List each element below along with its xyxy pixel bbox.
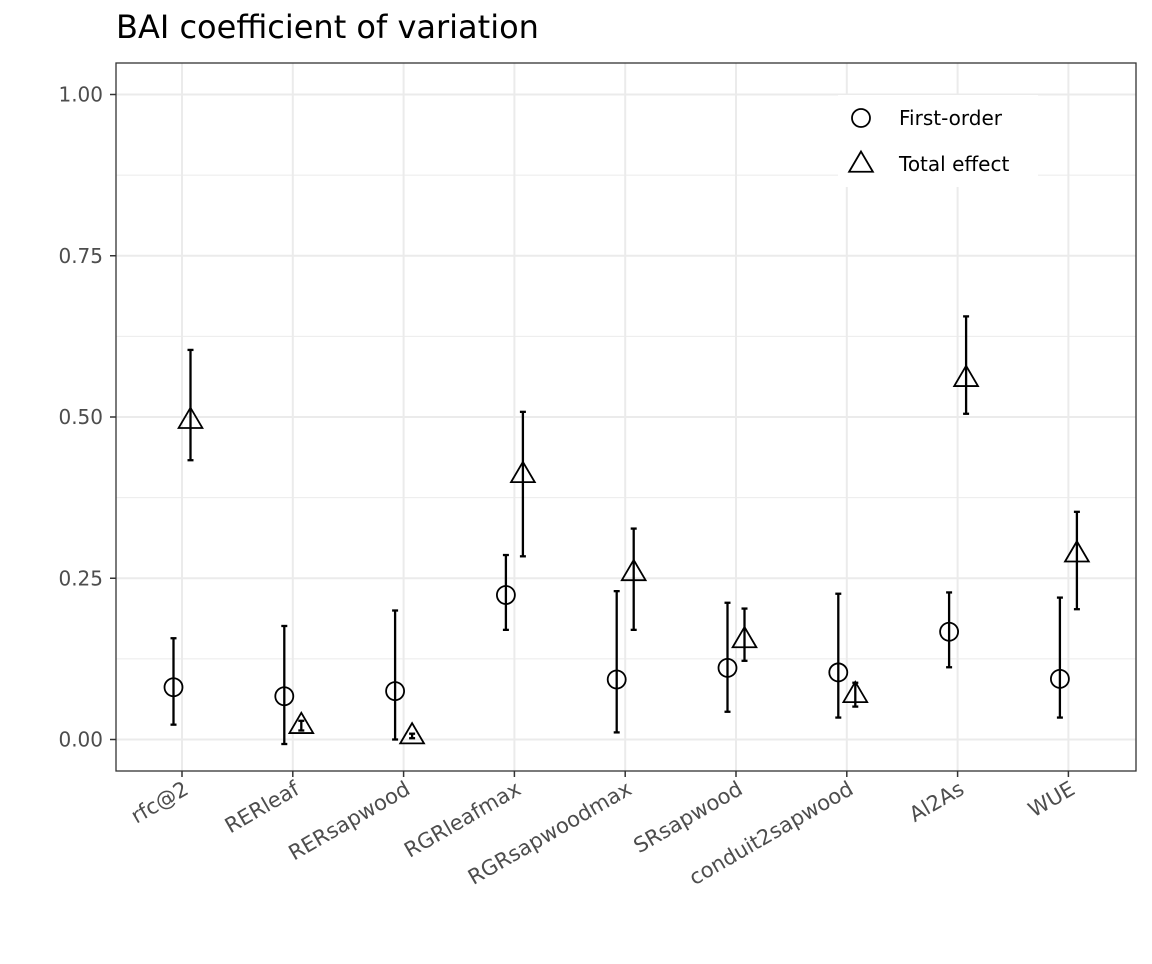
first-order-point [717,658,738,678]
legend: First-order Total effect [838,95,1038,187]
y-tick-label: 0.50 [58,405,103,429]
first-order-point [828,662,849,683]
chart-title: BAI coefficient of variation [116,8,539,46]
total-effect-errorbar [298,719,305,732]
first-order-point [1050,668,1070,689]
first-order-errorbar [724,601,731,713]
total-effect-point [177,405,204,429]
y-tick-label: 0.00 [58,728,103,752]
y-tick-label: 0.25 [58,566,103,590]
first-order-errorbar [1056,596,1063,719]
total-effect-errorbar [630,527,637,631]
first-order-errorbar [613,590,620,734]
first-order-errorbar [170,637,177,726]
x-tick-label: WUE [1024,777,1079,822]
y-axis: 0.00 0.25 0.50 0.75 1.00 [58,83,116,752]
first-order-errorbar [502,553,509,631]
total-effect-point [509,460,537,484]
total-effect-errorbar [409,732,416,740]
y-tick-label: 1.00 [58,83,103,107]
total-effect-point [287,711,315,734]
first-order-point [385,681,406,702]
legend-key-total-effect [847,149,875,173]
first-order-point [939,621,959,642]
y-tick-label: 0.75 [58,244,103,268]
panel-border [115,62,1137,772]
x-tick-label: RERsapwood [284,777,414,866]
total-effect-errorbar [741,607,748,662]
first-order-errorbar [281,624,288,746]
first-order-errorbar [392,609,399,741]
total-effect-errorbar [187,348,194,462]
first-order-errorbar [835,592,842,719]
first-order-point [606,669,627,690]
first-order-point [274,686,295,707]
first-order-point [495,585,516,605]
first-order-point [163,677,184,698]
x-tick-label: RERleaf [221,776,304,838]
total-effect-point [952,364,980,387]
total-effect-point [1063,539,1091,563]
total-effect-point [398,721,426,745]
total-effect-point [620,558,648,582]
total-effect-errorbar [1073,510,1080,611]
total-effect-point [841,680,869,703]
x-axis: rfc@2 RERleafRERsapwoodRGRleafmaxRGRsapwo… [127,771,1079,890]
total-effect-point [731,625,758,649]
legend-label: First-order [899,106,1003,130]
x-tick-label: rfc@2 [127,777,193,829]
total-effect-errorbar [519,410,526,558]
x-tick-label: Al2As [905,777,968,827]
legend-key-first-order [851,108,871,128]
first-order-errorbar [946,591,953,669]
legend-label: Total effect [898,152,1009,176]
plot-marks [163,315,1091,746]
